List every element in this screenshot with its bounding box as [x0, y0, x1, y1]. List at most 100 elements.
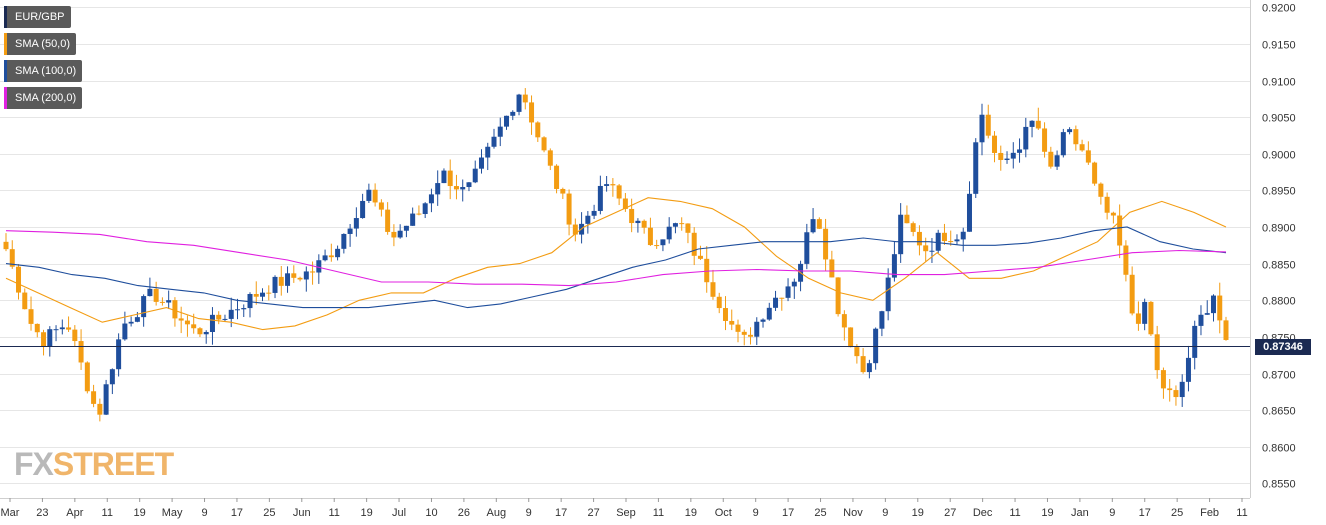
legend-item-sma200[interactable]: SMA (200,0) [4, 87, 83, 109]
candle-body [178, 318, 184, 321]
legend-label: EUR/GBP [15, 11, 65, 23]
candle-body [372, 189, 378, 203]
price-tick-label: 0.8650 [1262, 406, 1296, 418]
candle-body [904, 214, 910, 224]
legend-swatch [4, 33, 7, 55]
logo-fx-text: FX [14, 446, 54, 482]
candle-body [1073, 129, 1079, 145]
candle-body [547, 150, 553, 166]
candle-body [497, 126, 503, 137]
candle-body [654, 245, 660, 247]
candle-body [53, 329, 59, 331]
candle-body [122, 323, 128, 340]
price-tick-label: 0.9200 [1262, 3, 1296, 15]
candle-body [1192, 325, 1198, 358]
candle-body [1148, 301, 1154, 335]
legend-label: SMA (50,0) [15, 38, 71, 50]
candle-body [1223, 320, 1229, 340]
price-tick-label: 0.8800 [1262, 296, 1296, 308]
candle-body [278, 276, 284, 286]
logo-street-text: STREET [52, 446, 174, 482]
time-tick-label: Aug [487, 507, 507, 519]
candle-body [829, 259, 835, 278]
candle-body [660, 239, 666, 246]
candle-body [453, 186, 459, 190]
candle-body [635, 220, 641, 224]
sma-line [5, 230, 1227, 287]
candle-body [560, 188, 566, 194]
time-tick-label: 9 [1109, 507, 1115, 519]
candle-body [572, 224, 578, 235]
candle-body [1035, 120, 1041, 129]
candle-body [804, 232, 810, 264]
price-tick-label: 0.8700 [1262, 370, 1296, 382]
candle-body [929, 250, 935, 252]
candle-body [510, 111, 516, 116]
time-tick-label: Jan [1071, 507, 1089, 519]
candle-body [754, 321, 760, 337]
candle-body [460, 187, 466, 190]
candle-body [604, 184, 610, 186]
candle-body [1110, 212, 1116, 216]
time-tick-label: 17 [1139, 507, 1151, 519]
fxstreet-logo: FXSTREET [14, 446, 174, 483]
candle-body [1185, 357, 1191, 382]
candle-body [1004, 158, 1010, 160]
candle-body [760, 319, 766, 322]
candle-body [322, 255, 328, 261]
candle-body [691, 232, 697, 256]
candle-body [234, 309, 240, 311]
candle-body [1098, 183, 1104, 197]
legend-item-sma100[interactable]: SMA (100,0) [4, 60, 83, 82]
candle-body [960, 231, 966, 240]
candle-body [566, 193, 572, 225]
candle-body [679, 223, 685, 225]
candle-body [72, 329, 78, 342]
candlestick-series [3, 88, 1229, 422]
candle-body [28, 309, 34, 324]
candle-body [647, 227, 653, 246]
candle-body [948, 241, 954, 243]
time-tick-label: 19 [912, 507, 924, 519]
candle-body [491, 136, 497, 147]
time-tick-label: Dec [973, 507, 993, 519]
current-price-badge: 0.87346 [1255, 339, 1311, 355]
time-tick-label: 9 [201, 507, 207, 519]
price-tick-label: 0.8600 [1262, 443, 1296, 455]
time-tick-label: Nov [843, 507, 863, 519]
sma-line [5, 197, 1227, 331]
candle-body [184, 320, 190, 325]
time-tick-label: 19 [134, 507, 146, 519]
legend-swatch [4, 87, 7, 109]
candle-body [916, 231, 922, 246]
candle-body [992, 135, 998, 153]
candle-body [78, 341, 84, 363]
candle-body [773, 297, 779, 308]
candle-body [1117, 215, 1123, 246]
candle-body [316, 260, 322, 273]
candle-body [91, 391, 97, 404]
candle-body [966, 193, 972, 232]
candle-body [985, 114, 991, 136]
candle-body [166, 300, 172, 303]
candle-body [554, 165, 560, 189]
time-axis: Mar 23 Apr 11 19 May 9 17 25 Jun 11 19 Jul 10 26 Aug 9 17… [1, 498, 1248, 519]
legend-item-eurgbp[interactable]: EUR/GBP [4, 6, 71, 28]
candle-body [779, 297, 785, 299]
legend-item-sma50[interactable]: SMA (50,0) [4, 33, 77, 55]
candle-body [541, 137, 547, 151]
time-tick-label: 10 [425, 507, 437, 519]
candle-body [979, 114, 985, 143]
sma-line [5, 226, 1227, 309]
candle-body [791, 281, 797, 287]
candle-body [197, 328, 203, 335]
candle-body [303, 271, 309, 280]
candle-body [84, 362, 90, 392]
candle-body [391, 231, 397, 238]
candle-body [16, 266, 22, 293]
candle-body [1210, 295, 1216, 314]
candle-body [222, 318, 228, 320]
time-tick-label: 9 [753, 507, 759, 519]
time-tick-label: Jul [392, 507, 406, 519]
candle-body [335, 248, 341, 258]
